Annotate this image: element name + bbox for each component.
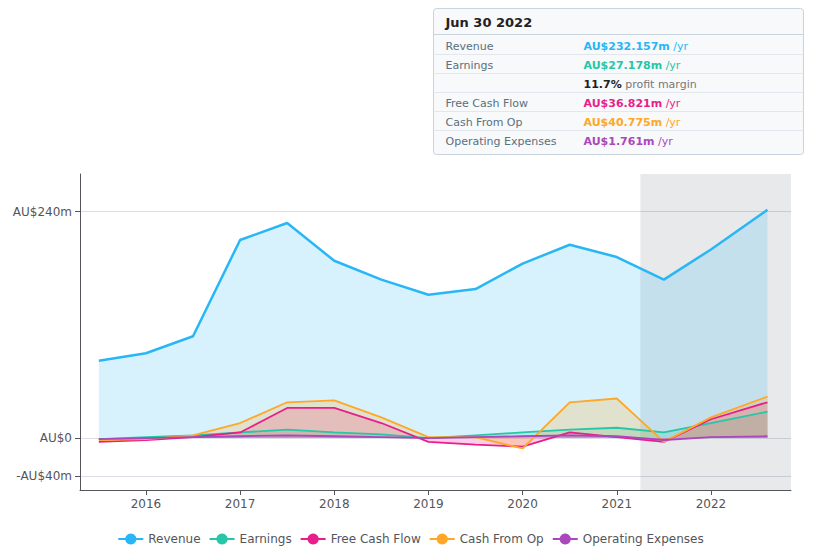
svg-text:Jun 30 2022: Jun 30 2022 <box>445 15 533 30</box>
svg-text:Revenue: Revenue <box>148 532 200 546</box>
svg-text:Earnings: Earnings <box>446 59 494 72</box>
svg-text:Operating Expenses: Operating Expenses <box>446 135 557 148</box>
svg-text:AU$1.761m: AU$1.761m <box>584 135 655 148</box>
svg-text:Operating Expenses: Operating Expenses <box>583 532 704 546</box>
svg-text:AU$27.178m: AU$27.178m <box>584 59 663 72</box>
svg-text:AU$240m: AU$240m <box>13 205 72 219</box>
svg-text:/yr: /yr <box>670 40 689 53</box>
svg-text:Cash From Op: Cash From Op <box>446 116 523 129</box>
svg-text:/yr: /yr <box>662 116 681 129</box>
svg-text:AU$0: AU$0 <box>40 431 72 445</box>
svg-text:Free Cash Flow: Free Cash Flow <box>446 97 529 110</box>
svg-text:Free Cash Flow: Free Cash Flow <box>331 532 421 546</box>
svg-text:AU$232.157m: AU$232.157m <box>584 40 670 53</box>
svg-text:2022: 2022 <box>696 497 727 511</box>
svg-text:2016: 2016 <box>131 497 162 511</box>
svg-text:AU$40.775m: AU$40.775m <box>584 116 663 129</box>
svg-text:2018: 2018 <box>319 497 350 511</box>
svg-text:/yr: /yr <box>655 135 674 148</box>
svg-text:Cash From Op: Cash From Op <box>460 532 544 546</box>
svg-text:-AU$40m: -AU$40m <box>16 469 72 483</box>
svg-text:11.7%: 11.7% <box>584 78 622 91</box>
svg-text:Earnings: Earnings <box>240 532 292 546</box>
svg-text:2020: 2020 <box>507 497 538 511</box>
svg-text:profit margin: profit margin <box>622 78 697 91</box>
svg-text:2017: 2017 <box>225 497 256 511</box>
svg-text:/yr: /yr <box>662 97 681 110</box>
svg-text:/yr: /yr <box>662 59 681 72</box>
svg-text:2021: 2021 <box>602 497 633 511</box>
svg-text:Revenue: Revenue <box>446 40 494 53</box>
svg-text:AU$36.821m: AU$36.821m <box>584 97 663 110</box>
svg-text:2019: 2019 <box>413 497 444 511</box>
